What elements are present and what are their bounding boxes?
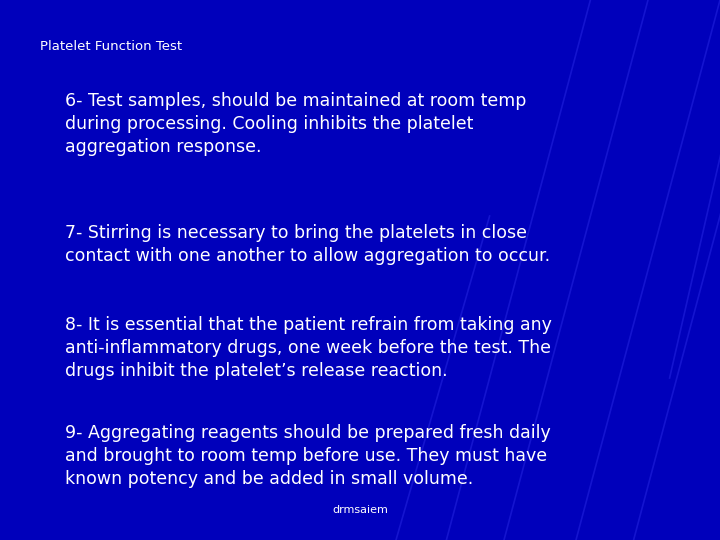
Text: 8- It is essential that the patient refrain from taking any
anti-inflammatory dr: 8- It is essential that the patient refr… bbox=[65, 316, 552, 380]
Text: 9- Aggregating reagents should be prepared fresh daily
and brought to room temp : 9- Aggregating reagents should be prepar… bbox=[65, 424, 551, 488]
Text: drmsaiem: drmsaiem bbox=[332, 505, 388, 515]
Text: 7- Stirring is necessary to bring the platelets in close
contact with one anothe: 7- Stirring is necessary to bring the pl… bbox=[65, 224, 550, 265]
Text: 6- Test samples, should be maintained at room temp
during processing. Cooling in: 6- Test samples, should be maintained at… bbox=[65, 92, 526, 156]
Text: Platelet Function Test: Platelet Function Test bbox=[40, 40, 181, 53]
